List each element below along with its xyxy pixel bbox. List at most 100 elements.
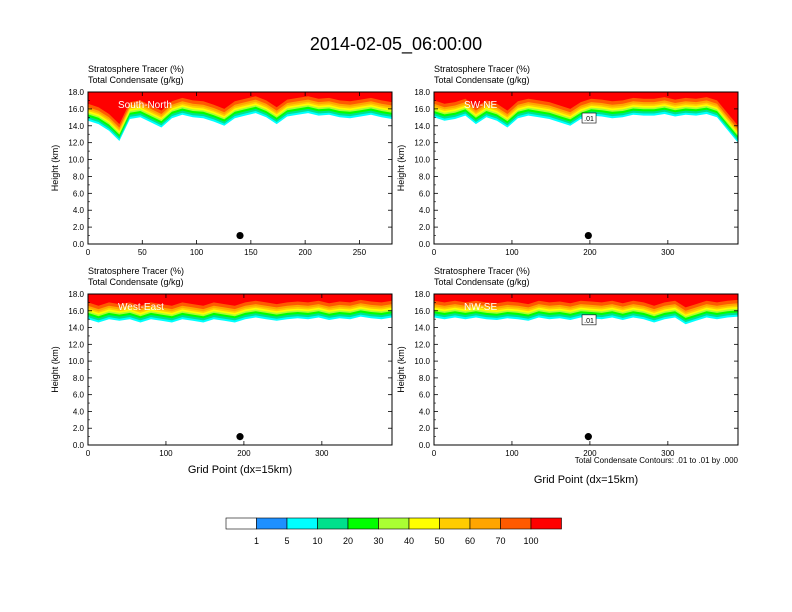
colorbar-swatch-4 <box>317 517 349 530</box>
y-tick-label: 4.0 <box>73 407 85 416</box>
x-tick-label: 100 <box>159 449 173 458</box>
y-tick-label: 18.0 <box>68 88 84 97</box>
colorbar-swatch-8 <box>439 517 471 530</box>
colorbar-swatch-1 <box>225 517 257 530</box>
tracer-layer-9 <box>434 294 738 308</box>
y-tick-label: 18.0 <box>414 290 430 299</box>
y-tick-label: 2.0 <box>73 424 85 433</box>
colorbar-label-6: 40 <box>404 536 414 546</box>
x-tick-label: 300 <box>315 449 329 458</box>
panel-label-tracer: Stratosphere Tracer (%) <box>434 64 530 74</box>
x-tick-label: 100 <box>505 248 519 257</box>
y-tick-label: 0.0 <box>73 240 85 249</box>
y-tick-label: 10.0 <box>414 357 430 366</box>
panel-1: Stratosphere Tracer (%)Total Condensate … <box>50 64 393 257</box>
y-tick-label: 0.0 <box>419 441 431 450</box>
y-tick-label: 10.0 <box>68 357 84 366</box>
y-tick-label: 4.0 <box>419 206 431 215</box>
y-tick-label: 10.0 <box>68 156 84 165</box>
colorbar-swatch-3 <box>286 517 318 530</box>
y-tick-label: 6.0 <box>419 189 431 198</box>
colorbar-label-5: 30 <box>373 536 383 546</box>
y-tick-label: 6.0 <box>73 391 85 400</box>
x-tick-label: 200 <box>237 449 251 458</box>
panel-label-condensate: Total Condensate (g/kg) <box>434 75 530 85</box>
y-tick-label: 12.0 <box>68 340 84 349</box>
x-tick-label: 300 <box>661 248 675 257</box>
colorbar-label-8: 60 <box>465 536 475 546</box>
y-tick-label: 4.0 <box>419 407 431 416</box>
y-tick-label: 16.0 <box>68 307 84 316</box>
colorbar-label-3: 10 <box>312 536 322 546</box>
location-marker <box>584 231 592 240</box>
location-marker <box>584 433 592 441</box>
colorbar-swatch-11 <box>530 517 562 530</box>
y-tick-label: 14.0 <box>414 122 430 131</box>
panel-name: NW-SE <box>464 302 497 313</box>
x-tick-label: 50 <box>138 248 147 257</box>
y-tick-label: 18.0 <box>68 290 84 299</box>
y-tick-label: 8.0 <box>419 172 431 181</box>
contour-label-box <box>581 112 597 124</box>
x-tick-label: 200 <box>298 248 312 257</box>
y-axis-title: Height (km) <box>50 346 60 393</box>
y-tick-label: 16.0 <box>414 307 430 316</box>
y-tick-label: 8.0 <box>73 374 85 383</box>
y-tick-label: 18.0 <box>414 88 430 97</box>
x-tick-label: 0 <box>432 449 437 458</box>
y-tick-label: 8.0 <box>419 374 431 383</box>
colorbar-label-2: 5 <box>284 536 289 546</box>
x-tick-label: 100 <box>505 449 519 458</box>
colorbar-swatch-9 <box>469 517 501 530</box>
panels-group: Stratosphere Tracer (%)Total Condensate … <box>50 64 739 458</box>
panel-label-condensate: Total Condensate (g/kg) <box>434 277 530 287</box>
panel-label-condensate: Total Condensate (g/kg) <box>88 75 184 85</box>
panel-2: Stratosphere Tracer (%)Total Condensate … <box>396 64 739 257</box>
y-tick-label: 10.0 <box>414 156 430 165</box>
xlabel-right: Grid Point (dx=15km) <box>534 474 638 486</box>
contour-label: .01 <box>584 318 594 325</box>
y-axis-title: Height (km) <box>396 145 406 192</box>
figure-title: 2014-02-05_06:00:00 <box>310 34 482 55</box>
x-tick-label: 250 <box>353 248 367 257</box>
y-tick-label: 14.0 <box>414 324 430 333</box>
panel-label-condensate: Total Condensate (g/kg) <box>88 277 184 287</box>
y-tick-label: 16.0 <box>414 105 430 114</box>
y-axis-title: Height (km) <box>396 346 406 393</box>
panel-name: South-North <box>118 100 172 111</box>
panel-name: West-East <box>118 302 164 313</box>
colorbar-label-7: 50 <box>434 536 444 546</box>
x-tick-label: 0 <box>86 248 91 257</box>
x-tick-label: 300 <box>661 449 675 458</box>
contour-label: .01 <box>584 116 594 123</box>
tracer-layer-9 <box>88 294 392 306</box>
x-tick-label: 100 <box>190 248 204 257</box>
y-tick-label: 16.0 <box>68 105 84 114</box>
colorbar-label-10: 100 <box>523 536 538 546</box>
y-axis-title: Height (km) <box>50 145 60 192</box>
colorbar-swatch-10 <box>500 517 532 530</box>
colorbar-label-4: 20 <box>343 536 353 546</box>
x-tick-label: 200 <box>583 449 597 458</box>
contour-note: Total Condensate Contours: .01 to .01 by… <box>575 456 739 465</box>
panel-4: Stratosphere Tracer (%)Total Condensate … <box>396 266 739 458</box>
y-tick-label: 0.0 <box>73 441 85 450</box>
x-tick-label: 200 <box>583 248 597 257</box>
colorbar-swatch-7 <box>408 517 440 530</box>
y-tick-label: 0.0 <box>419 240 431 249</box>
contour-label-box <box>581 314 597 326</box>
colorbar-swatch-5 <box>347 517 379 530</box>
x-tick-label: 0 <box>86 449 91 458</box>
location-marker <box>236 433 244 441</box>
colorbar-swatch-6 <box>378 517 410 530</box>
x-tick-label: 150 <box>244 248 258 257</box>
xlabel-left: Grid Point (dx=15km) <box>188 464 292 476</box>
colorbar-label-9: 70 <box>495 536 505 546</box>
y-tick-label: 14.0 <box>68 324 84 333</box>
location-marker <box>236 231 244 240</box>
y-tick-label: 2.0 <box>73 223 85 232</box>
y-tick-label: 2.0 <box>419 424 431 433</box>
y-tick-label: 4.0 <box>73 206 85 215</box>
panel-label-tracer: Stratosphere Tracer (%) <box>434 266 530 276</box>
